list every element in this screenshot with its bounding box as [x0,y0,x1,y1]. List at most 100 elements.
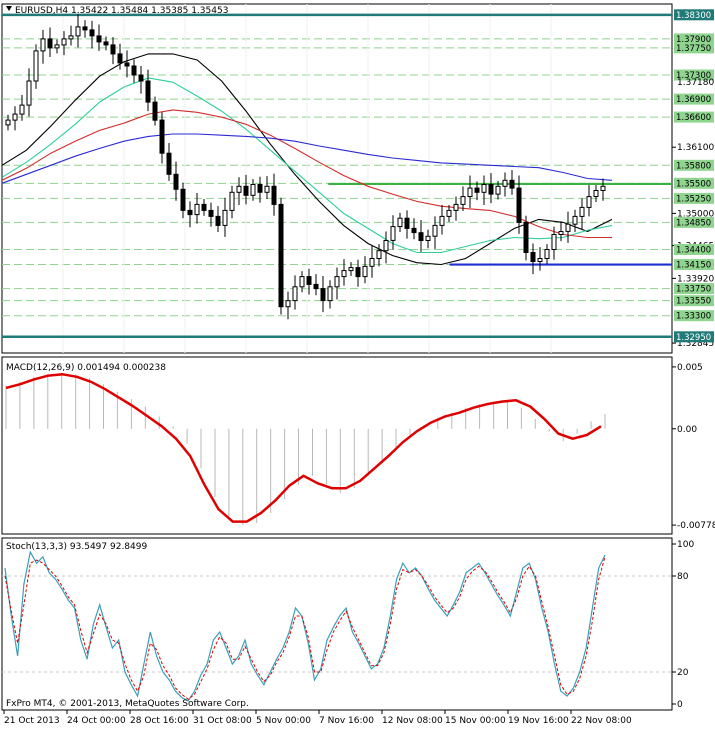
candle-body [313,283,319,290]
candle-body [425,235,431,242]
candle-body [5,119,11,126]
candle-body [306,276,312,285]
macd-chart-layer [5,373,606,526]
level-tag-label: 1.34400 [676,246,711,256]
candle-body [523,221,529,253]
candle-body [264,185,270,193]
candle-body [481,184,487,193]
candle-body [369,258,375,267]
stoch-panel [1,537,673,711]
candle-body [96,35,102,43]
candle-body [460,196,466,205]
candle-body [362,265,368,278]
level-tag [674,9,714,21]
candle-body [516,187,522,223]
macd-label: MACD(12,26,9) 0.001494 0.000238 [6,363,166,373]
candle-body [215,215,221,226]
macd-tick-label: -0.00778 [677,521,715,531]
candle-body [89,29,95,37]
candle-body [411,227,417,234]
time-tick-label: 28 Oct 16:00 [130,716,189,726]
candle-body [432,224,438,237]
macd-panel [1,356,673,535]
candle-body [390,226,396,241]
candle-body [341,270,347,278]
stoch-signal-line [4,556,606,700]
candle-body [19,104,25,115]
candle-body [208,209,214,217]
candle-body [579,206,585,217]
candle-body [593,190,599,197]
level-tag [674,310,714,322]
price-chart-layer [1,4,672,353]
stoch-chart-layer [2,550,672,702]
level-tag [674,283,714,295]
candle-body [467,187,473,198]
candle-body [495,185,501,195]
candle-body [110,44,116,55]
candle-body [418,232,424,241]
axis-layer: 1.361001.350001.344651.339201.328451.383… [3,9,715,726]
level-tag [674,216,714,228]
candle-body [54,44,60,49]
level-tag [674,177,714,189]
candle-body [26,80,32,106]
level-tag-label: 1.37900 [676,35,711,45]
candle-body [12,113,18,121]
stoch-main-line [4,550,606,702]
candle-body [404,217,410,229]
candle-body [229,191,235,211]
level-tag [674,295,714,307]
macd-tick-label: 0.005 [677,363,703,373]
level-tag [674,159,714,171]
level-tag [674,93,714,105]
candle-body [145,80,151,103]
candle-body [33,50,39,82]
price-tick-label: 1.36100 [677,143,714,153]
candle-body [376,250,382,259]
moving-average-line [1,77,613,254]
collapse-triangle-icon[interactable] [6,6,12,11]
level-tag-label: 1.35800 [676,161,711,171]
candle-body [558,231,564,235]
candle-body [537,258,543,262]
level-tag [674,192,714,204]
candle-body [502,179,508,187]
price-tick-label: 1.32845 [677,339,714,349]
candle-body [292,286,298,302]
stoch-tick-label: 80 [677,572,689,582]
moving-average-line [1,53,613,266]
candle-body [544,249,550,259]
candle-body [152,101,158,121]
price-panel [1,3,673,354]
candle-body [201,203,207,211]
candle-body [173,173,179,190]
level-tag-label: 1.34850 [676,218,711,228]
stoch-tick-label: 0 [677,700,683,710]
level-tag [674,259,714,270]
stoch-tick-label: 100 [677,540,694,550]
candle-body [82,26,88,31]
level-tag-label: 1.33550 [676,297,711,307]
candle-body [565,223,571,232]
candle-body [194,203,200,216]
time-tick-label: 22 Nov 08:00 [571,716,632,726]
candle-body [117,53,123,64]
time-tick-label: 5 Nov 00:00 [256,716,311,726]
level-tag-label: 1.37300 [676,71,711,81]
candle-body [138,74,144,82]
candle-body [320,288,326,302]
level-tag-label: 1.35500 [676,179,711,189]
level-tag [674,111,714,123]
candle-body [236,185,242,193]
time-tick-label: 19 Nov 16:00 [508,716,569,726]
level-tag-label: 1.35250 [676,194,711,204]
level-tag-label: 1.37750 [676,44,711,54]
symbol-header: EURUSD,H4 1.35422 1.35484 1.35385 1.3545… [6,6,228,16]
candle-body [397,217,403,228]
moving-average-line [1,109,612,239]
level-tag [674,42,714,54]
candle-body [551,234,557,250]
candle-body [222,209,228,226]
